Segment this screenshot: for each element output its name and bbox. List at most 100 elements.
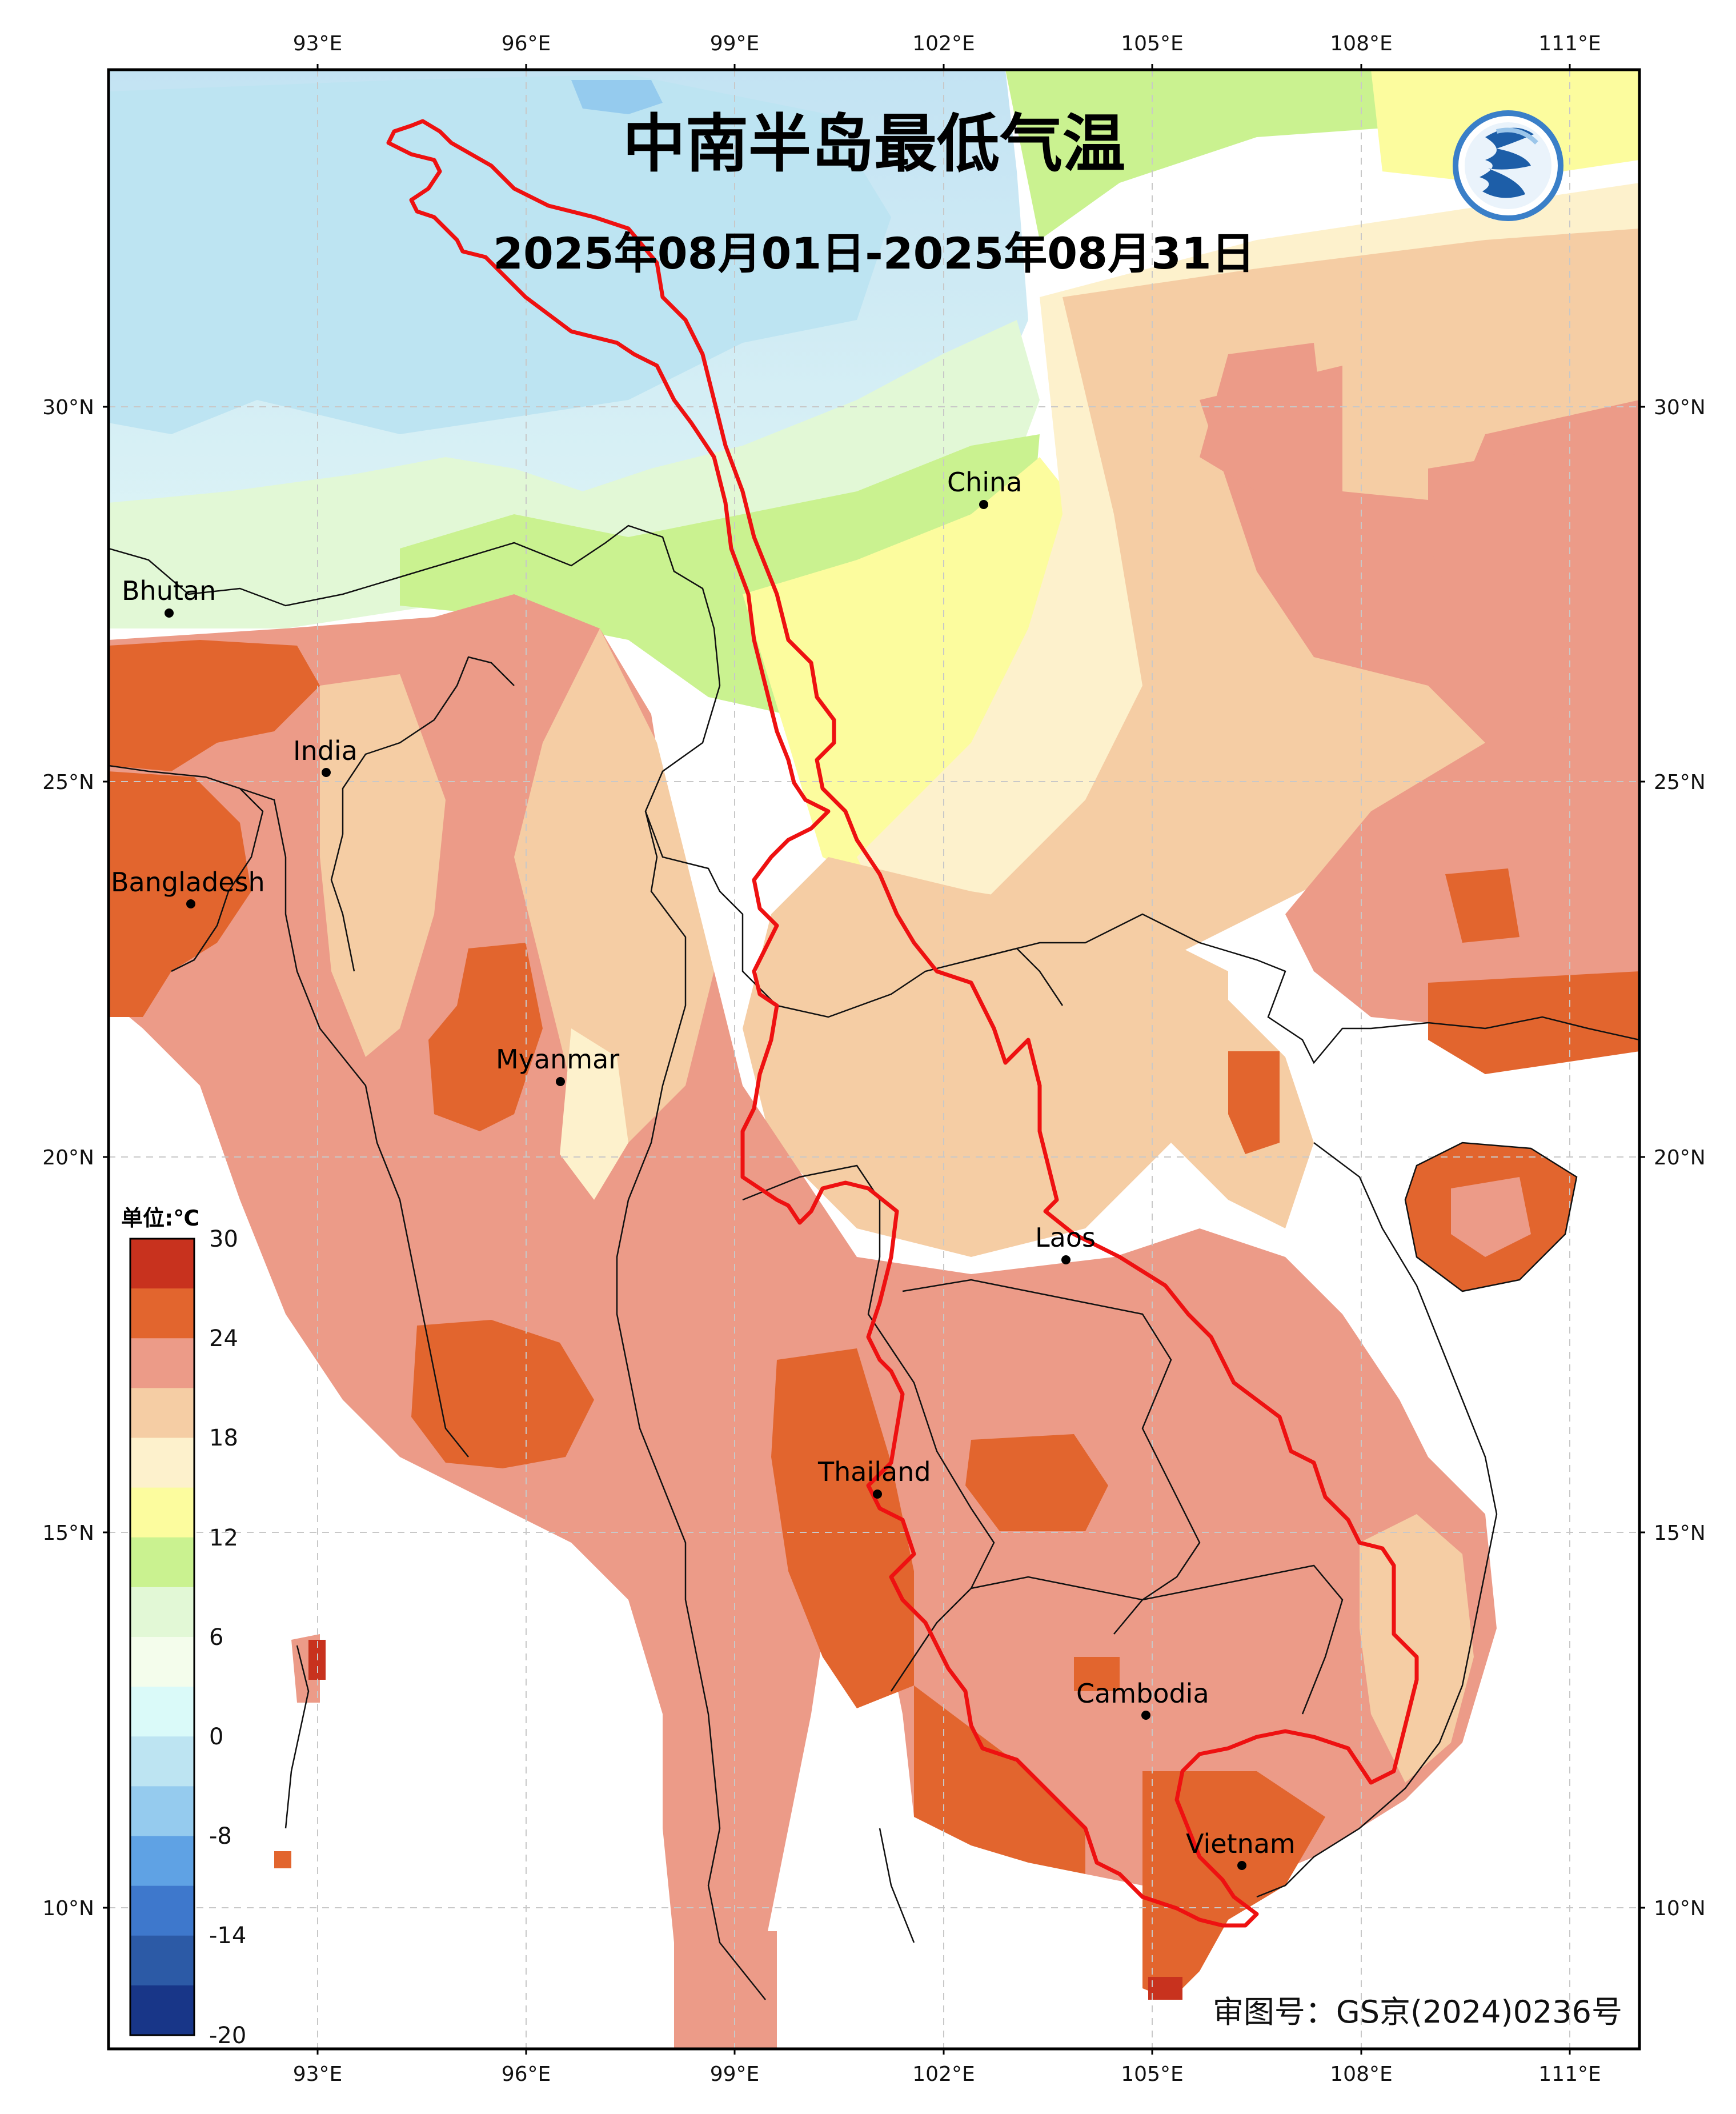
legend-unit: 单位:℃	[121, 1206, 199, 1231]
colorbar-cell	[130, 1537, 194, 1588]
approval-number: 审图号：GS京(2024)0236号	[1213, 1994, 1622, 2030]
zone-green-ne	[1005, 70, 1428, 240]
map-subtitle: 2025年08月01日-2025年08月31日	[493, 228, 1255, 279]
zone-orange-vietnam-north	[1228, 1051, 1280, 1154]
zone-nicobar	[274, 1851, 291, 1868]
lat-label-left: 25°N	[42, 771, 94, 794]
zone-orange-guangxi	[1428, 971, 1639, 1074]
place-label-vietnam: Vietnam	[1186, 1828, 1296, 1859]
tick-marks	[103, 64, 1645, 2055]
legend-tick: 24	[209, 1326, 238, 1352]
place-dot-myanmar	[556, 1077, 565, 1086]
place-dot-bangladesh	[186, 899, 195, 908]
legend-tick: 18	[209, 1425, 238, 1451]
lon-label-bottom: 99°E	[710, 2063, 760, 2086]
zone-salmon-china-e	[1428, 434, 1639, 743]
map-frame	[107, 68, 1641, 2051]
zone-malay	[674, 1931, 777, 2049]
lon-label-bottom: 105°E	[1121, 2063, 1183, 2086]
legend-tick: -14	[209, 1923, 246, 1949]
colorbar-cell	[130, 1687, 194, 1737]
place-dot-china	[979, 500, 988, 509]
zone-orange-china-e	[1445, 868, 1519, 943]
place-dot-cambodia	[1141, 1711, 1150, 1720]
zone-orange-thai-ne	[965, 1434, 1108, 1531]
lon-label-top: 99°E	[710, 32, 760, 55]
place-label-thailand: Thailand	[817, 1456, 931, 1487]
lat-label-left: 15°N	[42, 1522, 94, 1545]
zone-orange-coast-south	[914, 1685, 1085, 1874]
zone-orange-india	[109, 640, 320, 771]
zone-salmon-west	[109, 594, 1497, 2049]
legend-tick: 30	[209, 1226, 238, 1252]
lon-label-top: 96°E	[502, 32, 551, 55]
colorbar-cell	[130, 1935, 194, 1986]
place-markers: Bhutan India Bangladesh China Myanmar La…	[111, 467, 1296, 1870]
lon-label-top: 111°E	[1538, 32, 1601, 55]
lat-label-right: 30°N	[1654, 396, 1706, 419]
place-dot-thailand	[873, 1490, 882, 1499]
place-label-china: China	[947, 467, 1022, 498]
lon-label-bottom: 108°E	[1330, 2063, 1392, 2086]
colorbar-cell	[130, 1438, 194, 1488]
zone-cambodia-coast	[1148, 1977, 1182, 2000]
zone-orange-thailand	[771, 1348, 914, 1708]
colorbar-cell	[130, 1736, 194, 1787]
lon-label-bottom: 111°E	[1538, 2063, 1601, 2086]
map-title: 中南半岛最低气温	[623, 107, 1125, 181]
lat-label-right: 25°N	[1654, 771, 1706, 794]
zone-orange-cambodia	[1074, 1657, 1120, 1691]
lon-label-bottom: 96°E	[502, 2063, 551, 2086]
place-label-cambodia: Cambodia	[1076, 1678, 1209, 1709]
legend-tick: 0	[209, 1724, 223, 1750]
lon-label-bottom: 102°E	[912, 2063, 975, 2086]
zone-orange-myanmar-center	[428, 943, 543, 1131]
colorbar-cell	[130, 1885, 194, 1936]
lon-label-bottom: 93°E	[293, 2063, 343, 2086]
colorbar-frame	[129, 1238, 195, 2036]
place-dot-bhutan	[165, 608, 174, 618]
lat-label-left: 30°N	[42, 396, 94, 419]
colorbar	[130, 1239, 194, 2036]
colorbar-cell	[130, 1388, 194, 1438]
colorbar-cell	[130, 1637, 194, 1687]
zone-salmon-china-ne	[1200, 343, 1325, 491]
place-label-bangladesh: Bangladesh	[111, 867, 265, 898]
graticule	[109, 70, 1639, 2049]
mekong-basin-boundary	[386, 119, 1419, 1928]
colorbar-cell	[130, 1985, 194, 2036]
zone-peach-myanmar	[514, 628, 714, 1143]
colorbar-cell	[130, 1786, 194, 1836]
place-label-myanmar: Myanmar	[496, 1044, 619, 1075]
lat-label-right: 15°N	[1654, 1522, 1706, 1545]
zone-plateau-coldest	[571, 80, 663, 114]
zone-orange-myanmar-south	[411, 1320, 594, 1468]
legend-tick: 6	[209, 1624, 223, 1651]
lon-label-top: 102°E	[912, 32, 975, 55]
legend-tick: -8	[209, 1823, 232, 1849]
place-dot-vietnam	[1237, 1861, 1246, 1870]
lat-label-left: 20°N	[42, 1146, 94, 1170]
colorbar-cell	[130, 1836, 194, 1887]
zone-orange-bangladesh	[109, 771, 251, 1017]
meteorological-logo-icon	[1453, 110, 1563, 221]
temperature-field	[109, 70, 1639, 2049]
colorbar-cell	[130, 1587, 194, 1637]
lat-label-right: 10°N	[1654, 1897, 1706, 1920]
colorbar-cell	[130, 1487, 194, 1538]
colorbar-cell	[130, 1239, 194, 1289]
colorbar-cell	[130, 1338, 194, 1388]
colorbar-legend: 单位:℃ 30 24 18 12 6 0 -8 -14 -20	[121, 1206, 246, 2049]
country-borders	[109, 525, 1639, 2000]
lon-label-top: 93°E	[293, 32, 343, 55]
zone-hainan-inner	[1451, 1177, 1531, 1257]
colorbar-cell	[130, 1288, 194, 1339]
place-label-laos: Laos	[1035, 1222, 1096, 1253]
legend-tick: 12	[209, 1525, 238, 1551]
place-dot-india	[322, 768, 331, 777]
lon-label-top: 105°E	[1121, 32, 1183, 55]
place-dot-laos	[1061, 1255, 1071, 1264]
lat-label-right: 20°N	[1654, 1146, 1706, 1170]
zone-peach-vietnam	[1360, 1514, 1474, 1783]
